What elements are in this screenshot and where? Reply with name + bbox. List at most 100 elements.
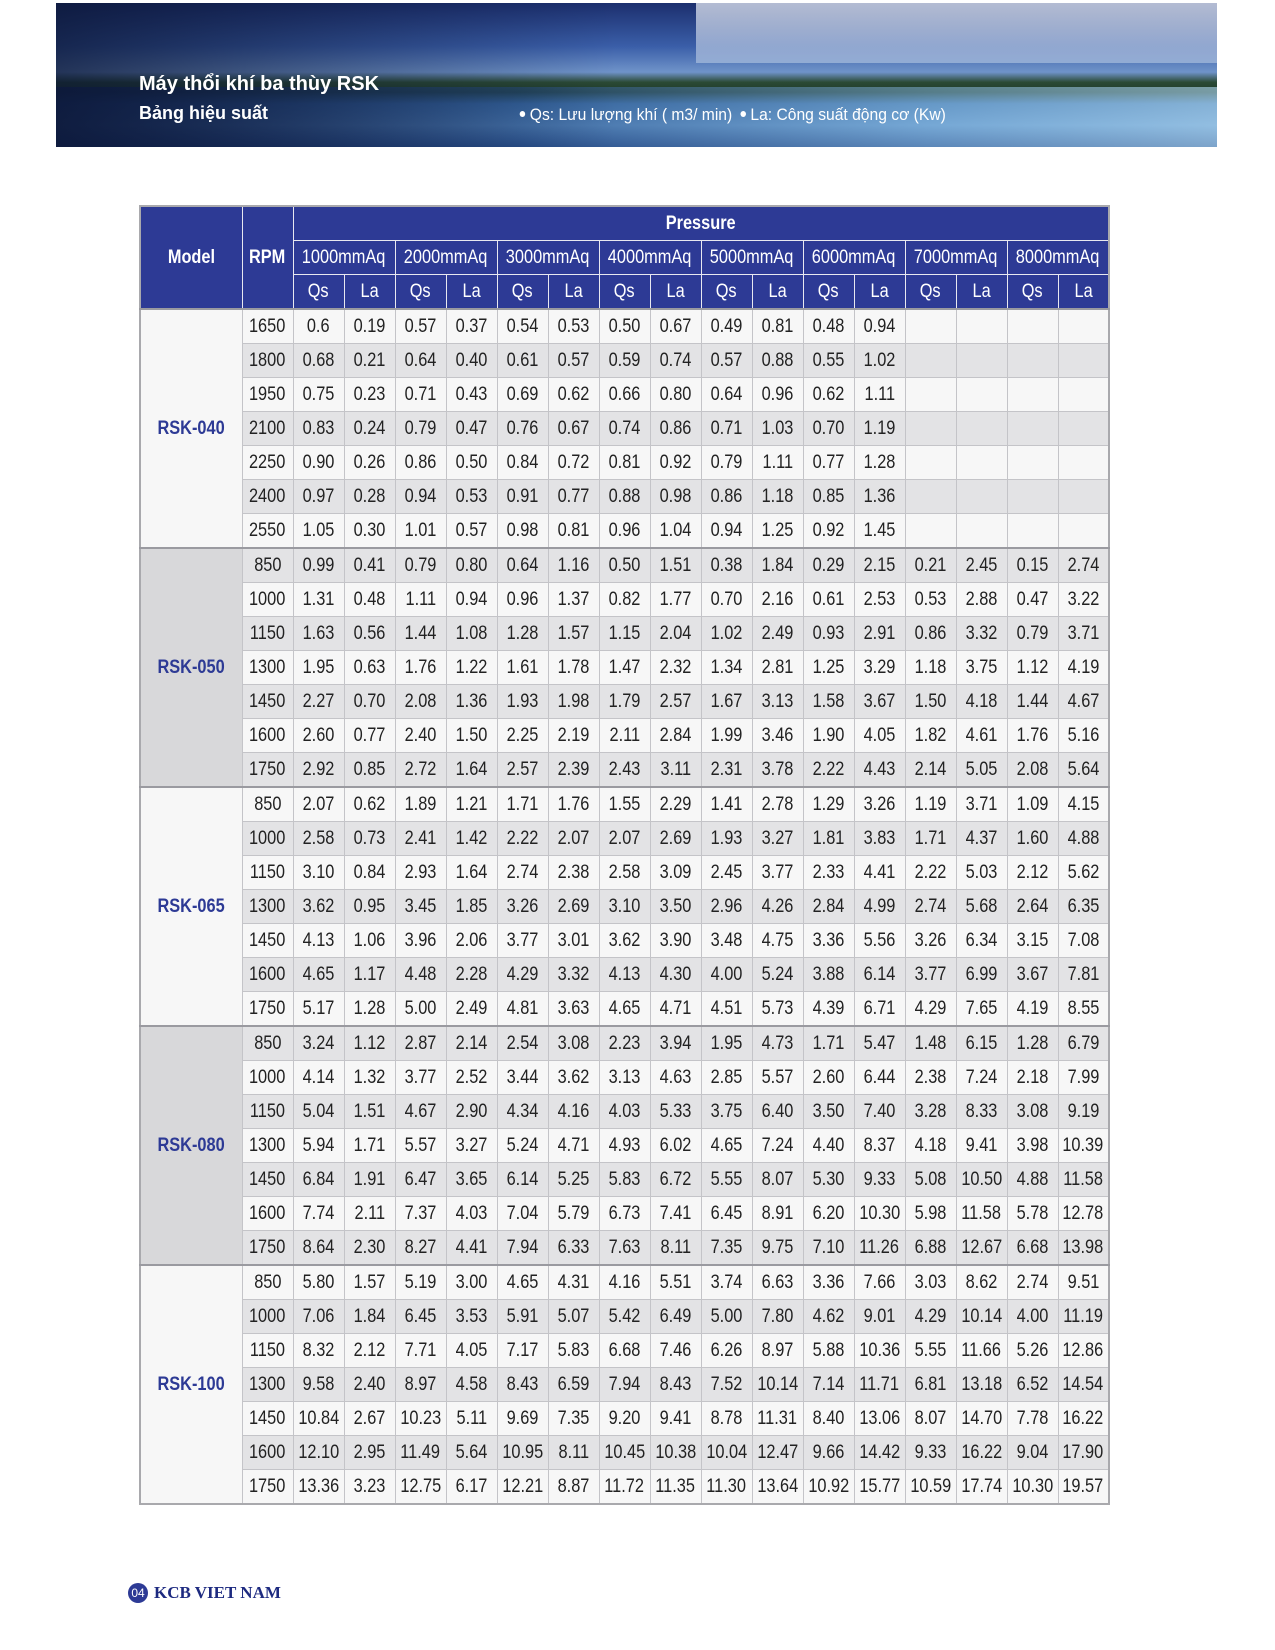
value-text: 8.43 [506,1373,539,1395]
value: 9.75 [751,1230,804,1266]
value: 8.32 [292,1333,345,1368]
value-text: 9.58 [302,1373,335,1395]
value-text: 11.49 [400,1441,441,1463]
value: 4.65 [496,1264,549,1300]
subcolumn: Qs [802,274,855,310]
value-text: 5.16 [1067,724,1100,746]
value-text: 4.41 [863,861,896,883]
value: 2.25 [496,718,549,753]
value-text: 6.45 [404,1305,437,1327]
rpm-text: 1150 [249,861,286,883]
value-text: 2.07 [302,793,335,815]
value: 1.29 [802,786,855,822]
pressure-level: 6000mmAq [802,240,906,275]
rpm-text: 2400 [249,485,286,507]
value-text: 0.97 [302,485,335,507]
empty-cell [904,445,957,480]
value: 4.61 [955,718,1008,753]
value: 4.88 [1006,1162,1059,1197]
value: 2.53 [853,582,906,617]
value-text: 9.04 [1016,1441,1049,1463]
subtitle: Bảng hiệu suất [139,103,269,123]
value: 4.19 [1006,991,1059,1027]
value-text: 2.90 [455,1100,488,1122]
value: 0.50 [445,445,498,480]
value: 3.26 [853,786,906,822]
value-text: 1.22 [455,656,488,678]
value-text: 0.67 [557,417,590,439]
value: 4.41 [853,855,906,890]
data-row: 1600 4.65 1.17 4.48 2.28 4.29 3.32 4.13 4.30 4.00… [140,957,1110,992]
value: 13.36 [292,1469,345,1505]
value-text: 5.88 [812,1339,845,1361]
value-text: 6.63 [761,1271,794,1293]
value: 3.11 [649,752,702,788]
value-text: 1.60 [1016,827,1049,849]
value: 10.45 [598,1435,651,1470]
data-row: RSK-080 850 3.24 1.12 2.87 2.14 2.54 3.08 2.23 3.… [139,1025,1110,1266]
data-row: RSK-100 850 5.80 1.57 5.19 3.00 4.65 4.31 4.16 5.… [139,1264,1110,1505]
value-text: 2.69 [659,827,692,849]
value: 7.80 [751,1299,804,1334]
value: 0.84 [496,445,549,480]
rpm: 1750 [241,1469,294,1505]
value: 1.78 [547,650,600,685]
rpm-text: 1950 [249,383,286,405]
subcolumn-text: La [1074,280,1093,302]
value-text: 0.85 [353,758,386,780]
value: 2.11 [598,718,651,753]
value-text: 4.40 [812,1134,845,1156]
value-text: 0.81 [557,519,590,541]
value-text: 3.65 [455,1168,488,1190]
value-text: 5.24 [506,1134,539,1156]
value-text: 5.62 [1067,861,1100,883]
value-text: 3.32 [965,622,998,644]
value: 0.50 [598,308,651,344]
value: 0.82 [598,582,651,617]
value: 3.32 [547,957,600,992]
value: 4.03 [598,1094,651,1129]
value: 9.58 [292,1367,345,1402]
value: 2.67 [343,1401,396,1436]
value: 11.72 [598,1469,651,1505]
value: 12.10 [292,1435,345,1470]
value: 2.08 [1006,752,1059,788]
value-text: 5.03 [965,861,998,883]
subcolumn: La [445,274,498,310]
value-text: 2.64 [1016,895,1049,917]
value-text: 6.68 [608,1339,641,1361]
value: 4.58 [445,1367,498,1402]
value: 3.15 [1006,923,1059,958]
rpm: 1600 [241,1196,294,1231]
value: 0.85 [343,752,396,788]
value-text: 2.22 [506,827,539,849]
value-text: 0.96 [608,519,641,541]
value-text: 1.17 [353,963,386,985]
value: 1.51 [649,547,702,583]
value-text: 4.62 [812,1305,845,1327]
value-text: 1.06 [353,929,386,951]
value: 2.45 [700,855,753,890]
value: 0.40 [445,343,498,378]
value: 8.43 [649,1367,702,1402]
value-text: 6.15 [965,1032,998,1054]
value-text: 0.55 [812,349,845,371]
value: 1.95 [292,650,345,685]
value: 1.50 [445,718,498,753]
value-text: 1.01 [404,519,437,541]
value: 0.90 [292,445,345,480]
value: 1.36 [445,684,498,719]
value-text: 0.37 [455,315,488,337]
value: 6.35 [1057,889,1110,924]
value-text: 2.30 [353,1236,386,1258]
rpm-text: 850 [253,1032,282,1054]
value-text: 1.11 [762,451,793,473]
rpm-text: 1450 [249,1407,286,1429]
value: 2.07 [547,821,600,856]
value: 5.08 [904,1162,957,1197]
value-text: 1.76 [1016,724,1049,746]
value: 2.87 [394,1025,447,1061]
value: 0.28 [343,479,396,514]
rpm: 1450 [241,923,294,958]
value-text: 2.19 [557,724,590,746]
